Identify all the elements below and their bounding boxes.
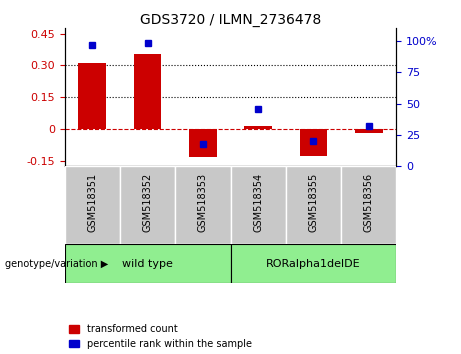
- Bar: [175, 166, 230, 244]
- Bar: [65, 244, 230, 283]
- Bar: [230, 166, 286, 244]
- Bar: [230, 244, 396, 283]
- Title: GDS3720 / ILMN_2736478: GDS3720 / ILMN_2736478: [140, 13, 321, 27]
- Bar: [189, 129, 217, 157]
- Text: GSM518352: GSM518352: [142, 173, 153, 232]
- Text: wild type: wild type: [122, 259, 173, 269]
- Bar: [341, 166, 396, 244]
- Text: GSM518354: GSM518354: [253, 173, 263, 232]
- Bar: [244, 126, 272, 129]
- Bar: [300, 129, 327, 156]
- Bar: [120, 166, 175, 244]
- Bar: [65, 166, 120, 244]
- Text: genotype/variation ▶: genotype/variation ▶: [5, 259, 108, 269]
- Text: RORalpha1delDE: RORalpha1delDE: [266, 259, 361, 269]
- Bar: [286, 166, 341, 244]
- Bar: [134, 54, 161, 129]
- Bar: [355, 129, 383, 133]
- Legend: transformed count, percentile rank within the sample: transformed count, percentile rank withi…: [70, 324, 252, 349]
- Text: GSM518356: GSM518356: [364, 173, 374, 232]
- Text: GSM518355: GSM518355: [308, 173, 319, 232]
- Text: GSM518353: GSM518353: [198, 173, 208, 232]
- Text: GSM518351: GSM518351: [87, 173, 97, 232]
- Bar: [78, 63, 106, 129]
